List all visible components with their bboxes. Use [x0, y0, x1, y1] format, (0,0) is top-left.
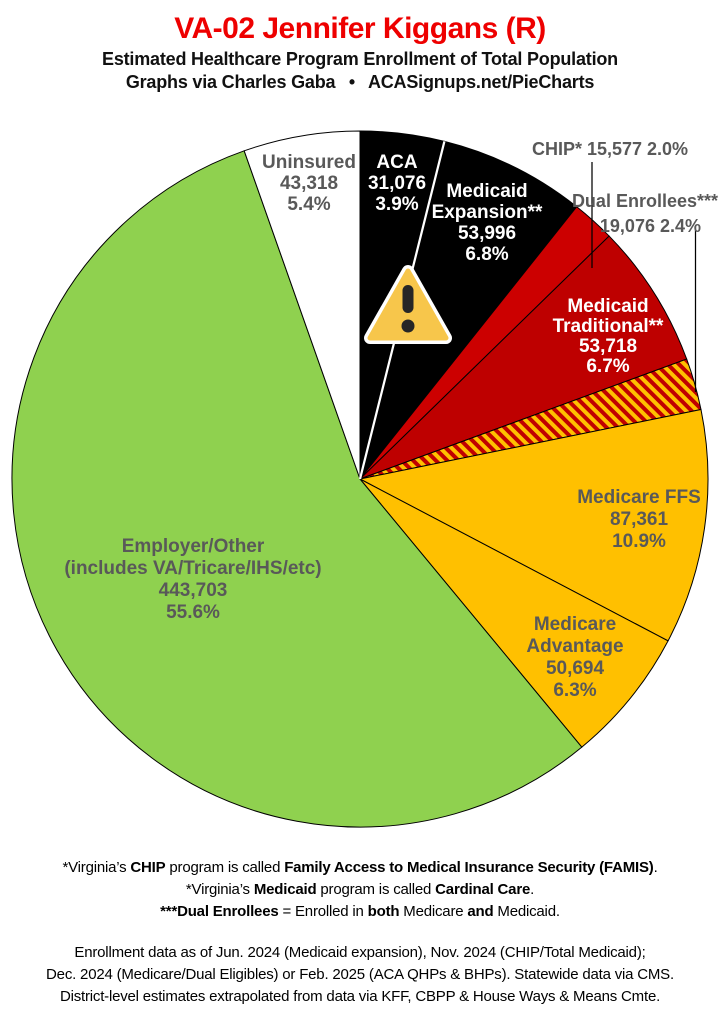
footnote-line: *Virginia’s Medicaid program is called C… [185, 881, 535, 898]
pie-slice-employer-other [11, 150, 583, 828]
slice-labels: ACA 31,076 3.9%Medicaid Expansion** 53,996 6.… [64, 139, 718, 701]
footnote-line: *Virginia’s CHIP program is called Famil… [62, 859, 658, 876]
source-line: Enrollment data as of Jun. 2024 (Medicai… [74, 944, 646, 961]
source-line: Dec. 2024 (Medicare/Dual Eligibles) or F… [46, 966, 674, 983]
source-line: District-level estimates extrapolated fr… [59, 988, 661, 1005]
subtitle: Estimated Healthcare Program Enrollment … [102, 49, 618, 69]
callout-label-dual-enrollees: Dual Enrollees*** [572, 191, 718, 211]
source-note: Enrollment data as of Jun. 2024 (Medicai… [0, 942, 720, 1008]
slice-label-medicare-advantage: Medicare Advantage 50,694 6.3% [526, 614, 623, 701]
credit-line: Graphs via Charles Gaba • ACASignups.net… [125, 72, 595, 92]
pie-slice-medicare-ffs [358, 408, 709, 642]
enrollment-pie-chart: ACA 31,076 3.9%Medicaid Expansion** 53,996 6.… [11, 130, 718, 828]
slice-label-uninsured: Uninsured 43,318 5.4% [262, 152, 356, 215]
pie-slice-medicare-advantage [359, 478, 669, 748]
footnotes: *Virginia’s CHIP program is called Famil… [0, 857, 720, 923]
warning-icon [364, 265, 452, 344]
callout-leader-lines [591, 162, 697, 392]
page-title: VA-02 Jennifer Kiggans (R) [174, 12, 546, 45]
callout-label-dual-enrollees: 19,076 2.4% [600, 216, 701, 236]
pie-slice-medicaid-traditional [359, 235, 688, 480]
slice-label-employer-other: Employer/Other (includes VA/Tricare/IHS/e… [64, 536, 321, 623]
slice-label-medicaid-expansion: Medicaid Expansion** 53,996 6.8% [432, 181, 543, 265]
footnote-line: ***Dual Enrollees = Enrolled in both Med… [160, 903, 560, 920]
pie-slices [11, 130, 709, 828]
slice-label-medicare-ffs: Medicare FFS 87,361 10.9% [577, 487, 701, 552]
callout-label-chip: CHIP* 15,577 2.0% [532, 139, 688, 159]
header: VA-02 Jennifer Kiggans (R) Estimated Hea… [0, 10, 720, 94]
pie-slice-uninsured [243, 130, 361, 480]
slice-label-medicaid-traditional: Medicaid Traditional** 53,718 6.7% [553, 296, 664, 377]
slice-label-aca: ACA 31,076 3.9% [368, 152, 426, 215]
pie-slice-medicaid-expansion [359, 140, 578, 480]
